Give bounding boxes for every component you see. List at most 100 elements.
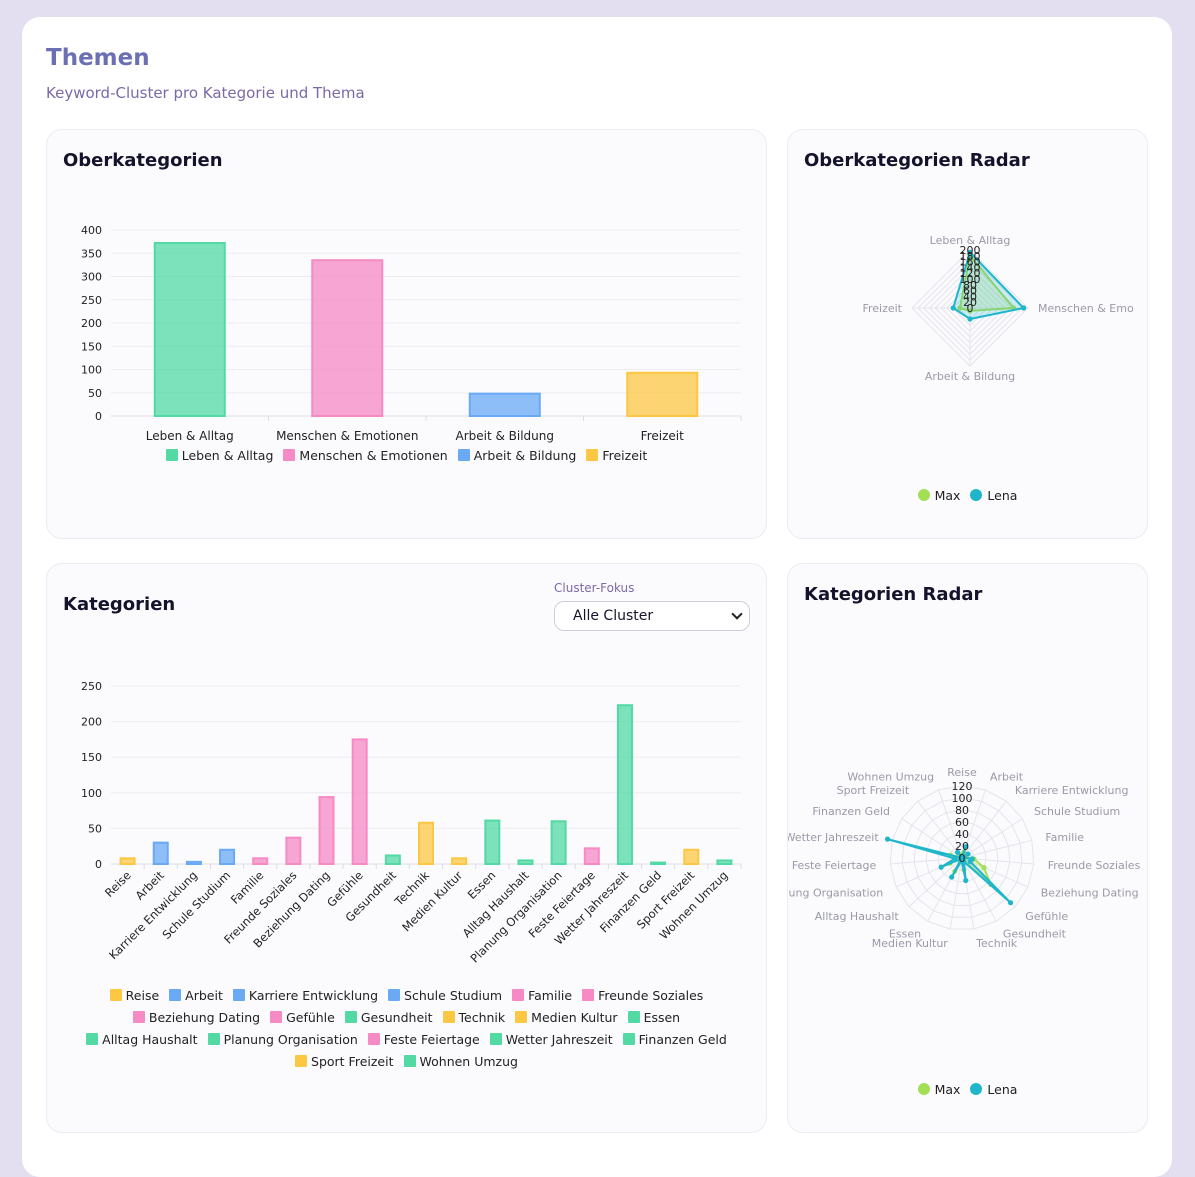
radar-grid-ring (901, 797, 1023, 918)
y-tick-label: 400 (81, 224, 102, 237)
legend-item-wohnen-umzug[interactable]: Wohnen Umzug (403, 1050, 518, 1072)
legend-item-alltag-haushalt[interactable]: Alltag Haushalt (86, 1028, 198, 1050)
radar-point-lena (1007, 900, 1014, 906)
bar-finanzen-geld (650, 861, 667, 866)
radar-point-max (981, 865, 987, 871)
radar-point-lena (954, 849, 961, 855)
bar-freizeit (626, 371, 699, 418)
bar-technik (418, 821, 434, 865)
radar-axis-label-sport-freizeit: Sport Freizeit (837, 784, 910, 797)
bar-wetter-jahreszeit (616, 704, 633, 865)
radar-point-lena (967, 249, 973, 255)
radar-point-max (957, 305, 963, 311)
legend-item-technik[interactable]: Technik (442, 1006, 505, 1028)
cluster-fokus-select[interactable]: Alle Cluster (554, 601, 750, 631)
legend-label: Reise (125, 987, 160, 1003)
kategorien-title: Kategorien (63, 594, 176, 615)
radar-r-tick: 0 (959, 852, 966, 865)
legend-item-max[interactable]: Max (917, 1078, 960, 1100)
legend-item-freunde-soziales[interactable]: Freunde Soziales (582, 984, 703, 1006)
legend-item-menschen-emotionen[interactable]: Menschen & Emotionen (283, 444, 448, 466)
radar-r-tick: 100 (952, 792, 973, 805)
radar-r-tick: 40 (955, 828, 969, 841)
legend-item-feste-feiertage[interactable]: Feste Feiertage (367, 1028, 480, 1050)
legend-label: Sport Freizeit (311, 1053, 394, 1069)
radar-spoke (901, 818, 963, 859)
legend-label: Lena (987, 487, 1018, 503)
y-tick-label: 200 (81, 317, 102, 330)
legend-item-sport-freizeit[interactable]: Sport Freizeit (295, 1050, 394, 1072)
y-tick-label: 150 (81, 751, 102, 764)
bar-alltag-haushalt (517, 859, 534, 866)
radar-axis-label-essen: Essen (889, 928, 921, 941)
radar-r-tick: 140 (960, 261, 981, 274)
legend-item-gesundheit[interactable]: Gesundheit (344, 1006, 433, 1028)
legend-label: Gefühle (286, 1009, 335, 1025)
legend-item-beziehung-dating[interactable]: Beziehung Dating (132, 1006, 260, 1028)
bar-menschen-emotionen (311, 259, 384, 417)
legend-item-arbeit[interactable]: Arbeit (169, 984, 223, 1006)
oberkategorien-radar-card: Oberkategorien Radar Leben & Alltag Mensc… (787, 129, 1148, 539)
radar-axis-label-wetter-jahreszeit: Wetter Jahreszeit (788, 831, 879, 844)
radar-r-tick: 120 (952, 780, 973, 793)
radar-spoke (961, 839, 1032, 859)
legend-item-karriere-entwicklung[interactable]: Karriere Entwicklung (232, 984, 378, 1006)
legend-label: Planung Organisation (223, 1031, 358, 1047)
x-tick-label-freizeit: Freizeit (641, 429, 684, 443)
radar-point-lena (967, 859, 973, 865)
y-tick-label: 250 (81, 294, 102, 307)
legend-label: Menschen & Emotionen (299, 447, 448, 463)
legend-label: Arbeit (185, 987, 223, 1003)
legend-swatch (917, 1083, 930, 1095)
oberkategorien-radar-title: Oberkategorien Radar (804, 150, 1030, 171)
y-tick-label: 200 (81, 716, 102, 729)
legend-item-max[interactable]: Max (917, 484, 961, 506)
y-tick-label: 0 (95, 858, 102, 871)
legend-item-planung-organisation[interactable]: Planung Organisation (207, 1028, 358, 1050)
themen-page: Themen Keyword-Cluster pro Kategorie und… (22, 17, 1172, 1177)
radar-spoke (961, 818, 1023, 859)
legend-item-lena[interactable]: Lena (970, 1078, 1017, 1100)
bar-leben-alltag (153, 242, 226, 417)
oberkategorien-radar-chart: Leben & Alltag Menschen & Emo Arbeit & Bil… (862, 234, 1134, 383)
bar-sport-freizeit (683, 848, 700, 865)
legend-item-finanzen-geld[interactable]: Finanzen Geld (622, 1028, 727, 1050)
legend-label: Freunde Soziales (598, 987, 704, 1003)
kategorien-radar-title: Kategorien Radar (804, 584, 983, 605)
bar-karriere-entwicklung (185, 860, 202, 865)
legend-label: Wohnen Umzug (419, 1053, 518, 1069)
legend-item-schule-studium[interactable]: Schule Studium (388, 984, 502, 1006)
radar-axis-label-medien-kultur: Medien Kultur (872, 937, 949, 950)
bar-freunde-soziales (285, 836, 302, 866)
radar-grid-ring (913, 809, 1011, 906)
kategorien-legend: Reise Arbeit Karriere Entwicklung Schule St… (77, 984, 736, 1072)
legend-item-lena[interactable]: Lena (970, 484, 1017, 506)
legend-item-leben-alltag[interactable]: Leben & Alltag (165, 444, 273, 466)
y-tick-label: 350 (81, 247, 102, 260)
radar-spoke (961, 857, 997, 922)
cluster-fokus-selected: Alle Cluster (573, 608, 654, 624)
legend-item-essen[interactable]: Essen (627, 1006, 680, 1028)
legend-item-arbeit-bildung[interactable]: Arbeit & Bildung (457, 444, 576, 466)
legend-item-medien-kultur[interactable]: Medien Kultur (515, 1006, 618, 1028)
radar-r-tick: 120 (960, 267, 981, 280)
radar-r-tick: 20 (955, 840, 969, 853)
y-tick-label: 100 (81, 787, 102, 800)
legend-label: Max (934, 487, 961, 503)
legend-swatch (232, 989, 245, 1001)
radar-spoke (949, 857, 963, 930)
legend-item-gefühle[interactable]: Gefühle (270, 1006, 335, 1028)
y-tick-label: 250 (81, 680, 102, 693)
legend-item-wetter-jahreszeit[interactable]: Wetter Jahreszeit (489, 1028, 613, 1050)
bar-arbeit-bildung (468, 392, 541, 417)
radar-axis-label-gefühle: Gefühle (1025, 910, 1068, 923)
legend-item-freizeit[interactable]: Freizeit (586, 444, 647, 466)
radar-r-tick: 60 (955, 816, 969, 829)
legend-label: Gesundheit (360, 1009, 433, 1025)
legend-item-reise[interactable]: Reise (109, 984, 160, 1006)
bar-planung-organisation (550, 820, 567, 865)
legend-item-familie[interactable]: Familie (512, 984, 572, 1006)
bar-reise (119, 857, 136, 866)
legend-swatch (970, 489, 983, 501)
